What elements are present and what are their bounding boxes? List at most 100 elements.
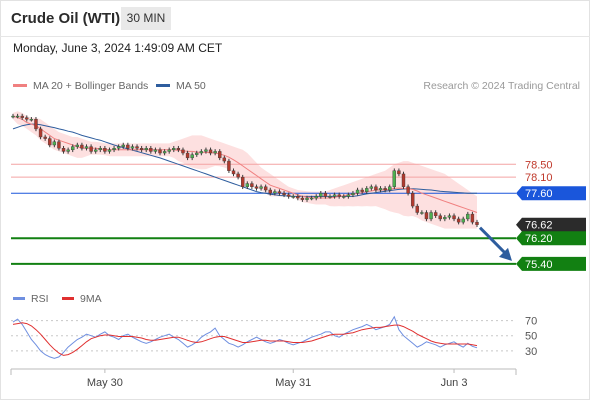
- candle-body: [282, 193, 286, 196]
- candle-body: [365, 188, 369, 192]
- candle-body: [296, 196, 300, 199]
- candle-body: [107, 149, 112, 152]
- timeframe-button[interactable]: 30 MIN: [121, 7, 171, 30]
- candle-body: [475, 221, 479, 225]
- candle-body: [309, 197, 314, 200]
- candle-body: [57, 141, 61, 149]
- candle-body: [218, 151, 222, 159]
- candle-body: [300, 197, 305, 200]
- candle-body: [456, 218, 461, 223]
- candle-body: [342, 196, 346, 198]
- candle-body: [245, 183, 249, 187]
- candle-body: [61, 148, 66, 152]
- time-tick-label: May 30: [87, 377, 123, 389]
- time-tick-label: Jun 3: [441, 377, 468, 389]
- bollinger-band: [13, 111, 477, 229]
- candle-body: [332, 194, 337, 197]
- candle-body: [15, 115, 20, 118]
- legend-rsi-label: RSI: [31, 293, 49, 305]
- candle-body: [195, 152, 199, 155]
- candle-body: [190, 154, 194, 159]
- candle-body: [429, 212, 433, 220]
- rsi-swatch: [13, 296, 25, 300]
- candle-body: [48, 138, 52, 146]
- candle-body: [438, 215, 442, 220]
- candle-body: [319, 193, 323, 197]
- candle-body: [420, 212, 424, 214]
- candle-body: [34, 119, 38, 130]
- candle-body: [20, 115, 24, 118]
- level-label-76-62: 76.62: [525, 220, 553, 232]
- candle-body: [241, 176, 245, 187]
- candle-body: [369, 186, 374, 189]
- candle-body: [291, 196, 295, 198]
- level-tag-support: [516, 231, 586, 246]
- candle-body: [167, 149, 171, 152]
- candle-body: [80, 144, 84, 149]
- candle-body: [227, 160, 231, 171]
- candle-body: [43, 136, 47, 139]
- forecast-arrow-head: [499, 247, 512, 261]
- candle-body: [121, 144, 125, 147]
- candle-body: [185, 152, 190, 159]
- candle-body: [286, 194, 291, 197]
- level-tag-pivot: [516, 186, 586, 201]
- candle-body: [66, 149, 70, 152]
- candle-body: [213, 151, 217, 154]
- candle-body: [355, 189, 360, 194]
- candle-body: [447, 215, 452, 218]
- candle-body: [388, 186, 392, 191]
- copyright-text: Research © 2024 Trading Central: [423, 80, 580, 92]
- candle-body: [452, 215, 456, 220]
- rsi-tick-30: 30: [525, 346, 537, 358]
- ma20-swatch: [13, 83, 27, 87]
- candle-body: [268, 189, 272, 194]
- candle-body: [144, 148, 148, 151]
- candle-body: [181, 149, 185, 154]
- candle-body: [323, 193, 328, 197]
- candle-body: [461, 218, 465, 223]
- candle-body: [130, 146, 135, 149]
- candle-body: [466, 213, 470, 220]
- candle-body: [103, 148, 107, 152]
- candle-body: [98, 148, 102, 151]
- candle-body: [424, 212, 429, 220]
- header-divider: [0, 36, 590, 37]
- level-tag-support: [516, 256, 586, 271]
- candle-body: [153, 149, 158, 152]
- candle-body: [254, 186, 259, 189]
- rsi-tick-70: 70: [525, 316, 537, 328]
- candle-body: [415, 205, 419, 213]
- time-tick-label: May 31: [275, 377, 311, 389]
- candle-body: [162, 151, 167, 154]
- candle-body: [397, 170, 401, 175]
- legend-ma50: MA 50: [156, 80, 206, 92]
- candle-body: [208, 149, 213, 154]
- candle-body: [443, 217, 447, 220]
- rsi-line: [12, 315, 478, 359]
- candle-body: [406, 186, 410, 194]
- candle-body: [314, 196, 318, 199]
- legend-rsi-ma: 9MA: [62, 293, 102, 305]
- candle-body: [305, 197, 309, 200]
- candle-body: [84, 146, 89, 149]
- candle-body: [401, 173, 406, 187]
- candle-body: [139, 148, 144, 151]
- ma50-swatch: [156, 83, 170, 87]
- candle-body: [222, 157, 227, 162]
- candle-body: [204, 149, 208, 152]
- candle-body: [231, 170, 236, 175]
- level-tag-current: [516, 217, 586, 232]
- candle-body: [199, 151, 204, 154]
- candle-body: [176, 148, 181, 151]
- candle-body: [259, 186, 263, 189]
- candle-body: [392, 170, 397, 187]
- candle-body: [273, 191, 277, 194]
- candle-body: [75, 144, 80, 147]
- candle-body: [337, 194, 341, 197]
- candle-body: [383, 188, 387, 191]
- level-label-77-60: 77.60: [525, 188, 553, 200]
- candle-body: [116, 146, 121, 149]
